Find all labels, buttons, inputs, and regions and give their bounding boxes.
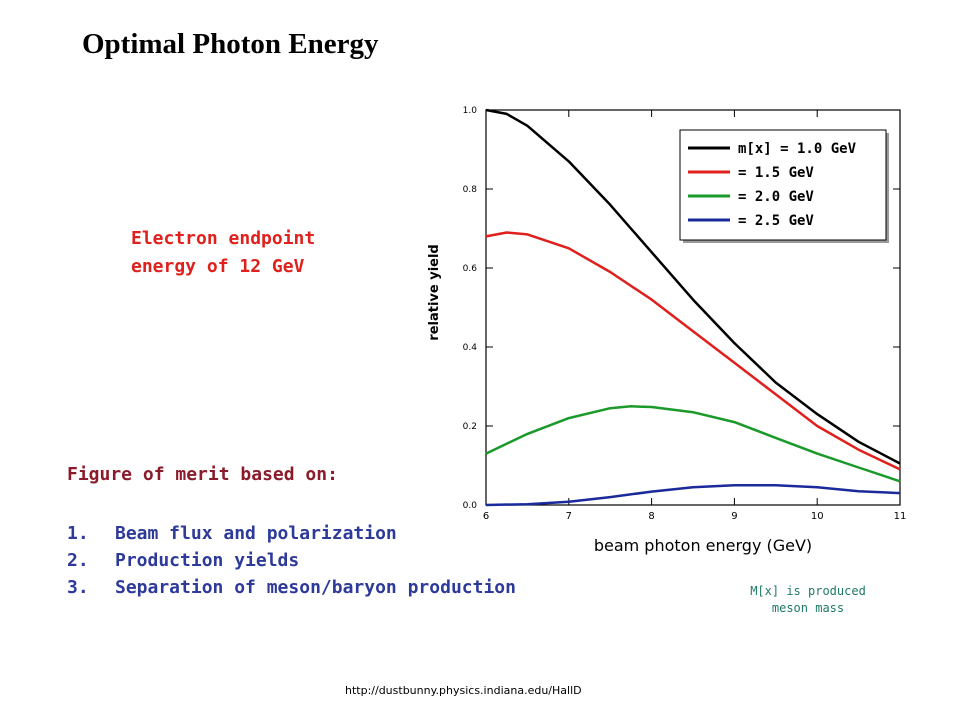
endpoint-line-1: Electron endpoint xyxy=(131,228,316,249)
merit-list: 1. Beam flux and polarization 2. Productio… xyxy=(67,520,516,601)
y-tick-label: 0.4 xyxy=(463,343,478,353)
x-axis-label: beam photon energy (GeV) xyxy=(594,536,812,555)
merit-item-text: Production yields xyxy=(115,550,300,571)
merit-item: 2. Production yields xyxy=(67,547,516,574)
series-line-3 xyxy=(485,405,901,483)
merit-item-text: Beam flux and polarization xyxy=(115,523,397,544)
merit-item-text: Separation of meson/baryon production xyxy=(115,577,516,598)
y-axis-label: relative yield xyxy=(427,244,442,340)
merit-item-number: 1. xyxy=(67,523,89,544)
merit-item: 1. Beam flux and polarization xyxy=(67,520,516,547)
x-tick-label: 10 xyxy=(811,511,824,522)
series-lines xyxy=(485,108,901,507)
note-line-2: meson mass xyxy=(771,601,845,615)
legend-label: = 2.5 GeV xyxy=(738,213,814,229)
y-tick-label: 1.0 xyxy=(463,106,478,116)
merit-item-number: 3. xyxy=(67,577,89,598)
x-tick-label: 9 xyxy=(731,511,737,522)
meson-mass-note: M[x] is produced meson mass xyxy=(720,583,896,617)
endpoint-note: Electron endpoint energy of 12 GeV xyxy=(131,225,315,281)
note-line-1: M[x] is produced xyxy=(750,584,866,598)
y-tick-label: 0.2 xyxy=(463,422,477,432)
series-line-4 xyxy=(485,484,901,507)
legend-label: m[x] = 1.0 GeV xyxy=(738,141,857,157)
merit-item-number: 2. xyxy=(67,550,89,571)
y-tick-label: 0.8 xyxy=(463,185,478,195)
x-tick-label: 11 xyxy=(894,511,907,522)
x-tick-label: 7 xyxy=(566,511,572,522)
plot-frame xyxy=(485,109,901,506)
series-line-1 xyxy=(485,108,901,465)
legend-label: = 2.0 GeV xyxy=(738,189,814,205)
source-url: http://dustbunny.physics.indiana.edu/Hal… xyxy=(345,684,582,697)
y-tick-label: 0.6 xyxy=(463,264,478,274)
x-tick-label: 6 xyxy=(483,511,489,522)
x-tick-label: 8 xyxy=(648,511,654,522)
legend: m[x] = 1.0 GeV = 1.5 GeV = 2.0 GeV = 2.5 Ge… xyxy=(679,129,889,243)
merit-item: 3. Separation of meson/baryon production xyxy=(67,574,516,601)
series-line-2 xyxy=(485,231,901,471)
legend-label: = 1.5 GeV xyxy=(738,165,814,181)
y-tick-label: 0.0 xyxy=(463,501,478,511)
merit-heading: Figure of merit based on: xyxy=(67,464,338,485)
endpoint-line-2: energy of 12 GeV xyxy=(131,256,305,277)
slide-title: Optimal Photon Energy xyxy=(82,28,379,60)
